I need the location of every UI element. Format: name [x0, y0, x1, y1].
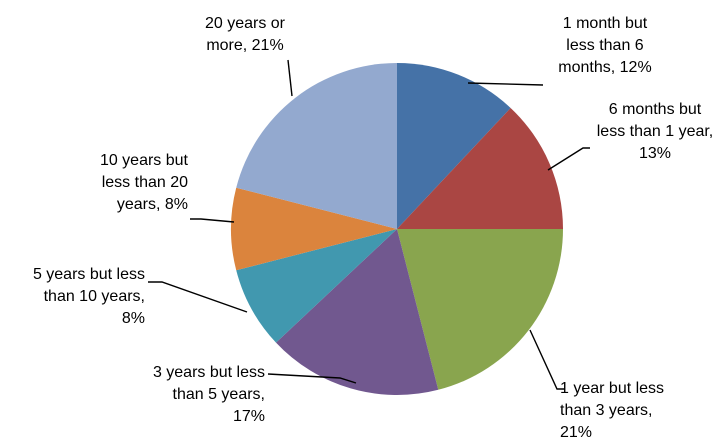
slice-label-line: 3 years but less	[153, 364, 265, 381]
slice-label-line: 20 years or	[205, 15, 286, 32]
pie-slice-3	[397, 229, 563, 390]
slice-label-line: months, 12%	[558, 59, 651, 76]
leader-line-1	[467, 82, 544, 86]
slice-label-line: 13%	[639, 145, 671, 162]
pie-slice-4	[275, 229, 439, 395]
leader-line-7	[287, 59, 293, 97]
pie-slice-7	[236, 63, 397, 229]
slice-label-3: 1 year but less than 3 years, 21%	[560, 380, 664, 441]
slice-label-line: 10 years but	[100, 152, 189, 169]
slice-label-line: 6 months but	[609, 101, 702, 118]
slice-label-line: less than 20	[102, 174, 188, 191]
pie-slice-2	[397, 107, 563, 229]
slice-label-5: 5 years but less than 10 years, 8%	[33, 266, 145, 327]
slice-label-line: 5 years but less	[33, 266, 145, 283]
slice-label-7: 20 years or more, 21%	[205, 15, 286, 54]
slice-label-2: 6 months but less than 1 year, 13%	[597, 101, 713, 162]
slice-label-line: more, 21%	[206, 37, 283, 54]
leader-line-3	[529, 329, 565, 390]
slice-label-6: 10 years but less than 20 years, 8%	[100, 152, 189, 213]
slice-label-line: than 5 years,	[173, 386, 266, 403]
pie-slice-6	[231, 187, 397, 271]
slice-label-line: years, 8%	[117, 196, 188, 213]
leader-line-5	[148, 281, 248, 313]
slice-label-line: 1 year but less	[560, 380, 664, 397]
slice-label-line: less than 1 year,	[597, 123, 713, 140]
leader-line-2	[547, 147, 590, 171]
leader-line-4	[267, 373, 357, 384]
pie-slice-1	[397, 63, 511, 229]
pie-slices	[231, 63, 563, 395]
slice-labels: 1 month but less than 6 months, 12% 6 month…	[33, 15, 713, 441]
leader-line-6	[190, 218, 235, 223]
leader-lines	[148, 59, 590, 390]
pie-slice-5	[236, 229, 397, 343]
slice-label-line: than 3 years,	[560, 402, 653, 419]
slice-label-line: 1 month but	[563, 15, 648, 32]
slice-label-line: 21%	[560, 424, 592, 441]
slice-label-line: 8%	[122, 310, 145, 327]
slice-label-line: 17%	[233, 408, 265, 425]
slice-label-4: 3 years but less than 5 years, 17%	[153, 364, 265, 425]
slice-label-line: less than 6	[566, 37, 643, 54]
slice-label-line: than 10 years,	[44, 288, 145, 305]
slice-label-1: 1 month but less than 6 months, 12%	[558, 15, 651, 76]
